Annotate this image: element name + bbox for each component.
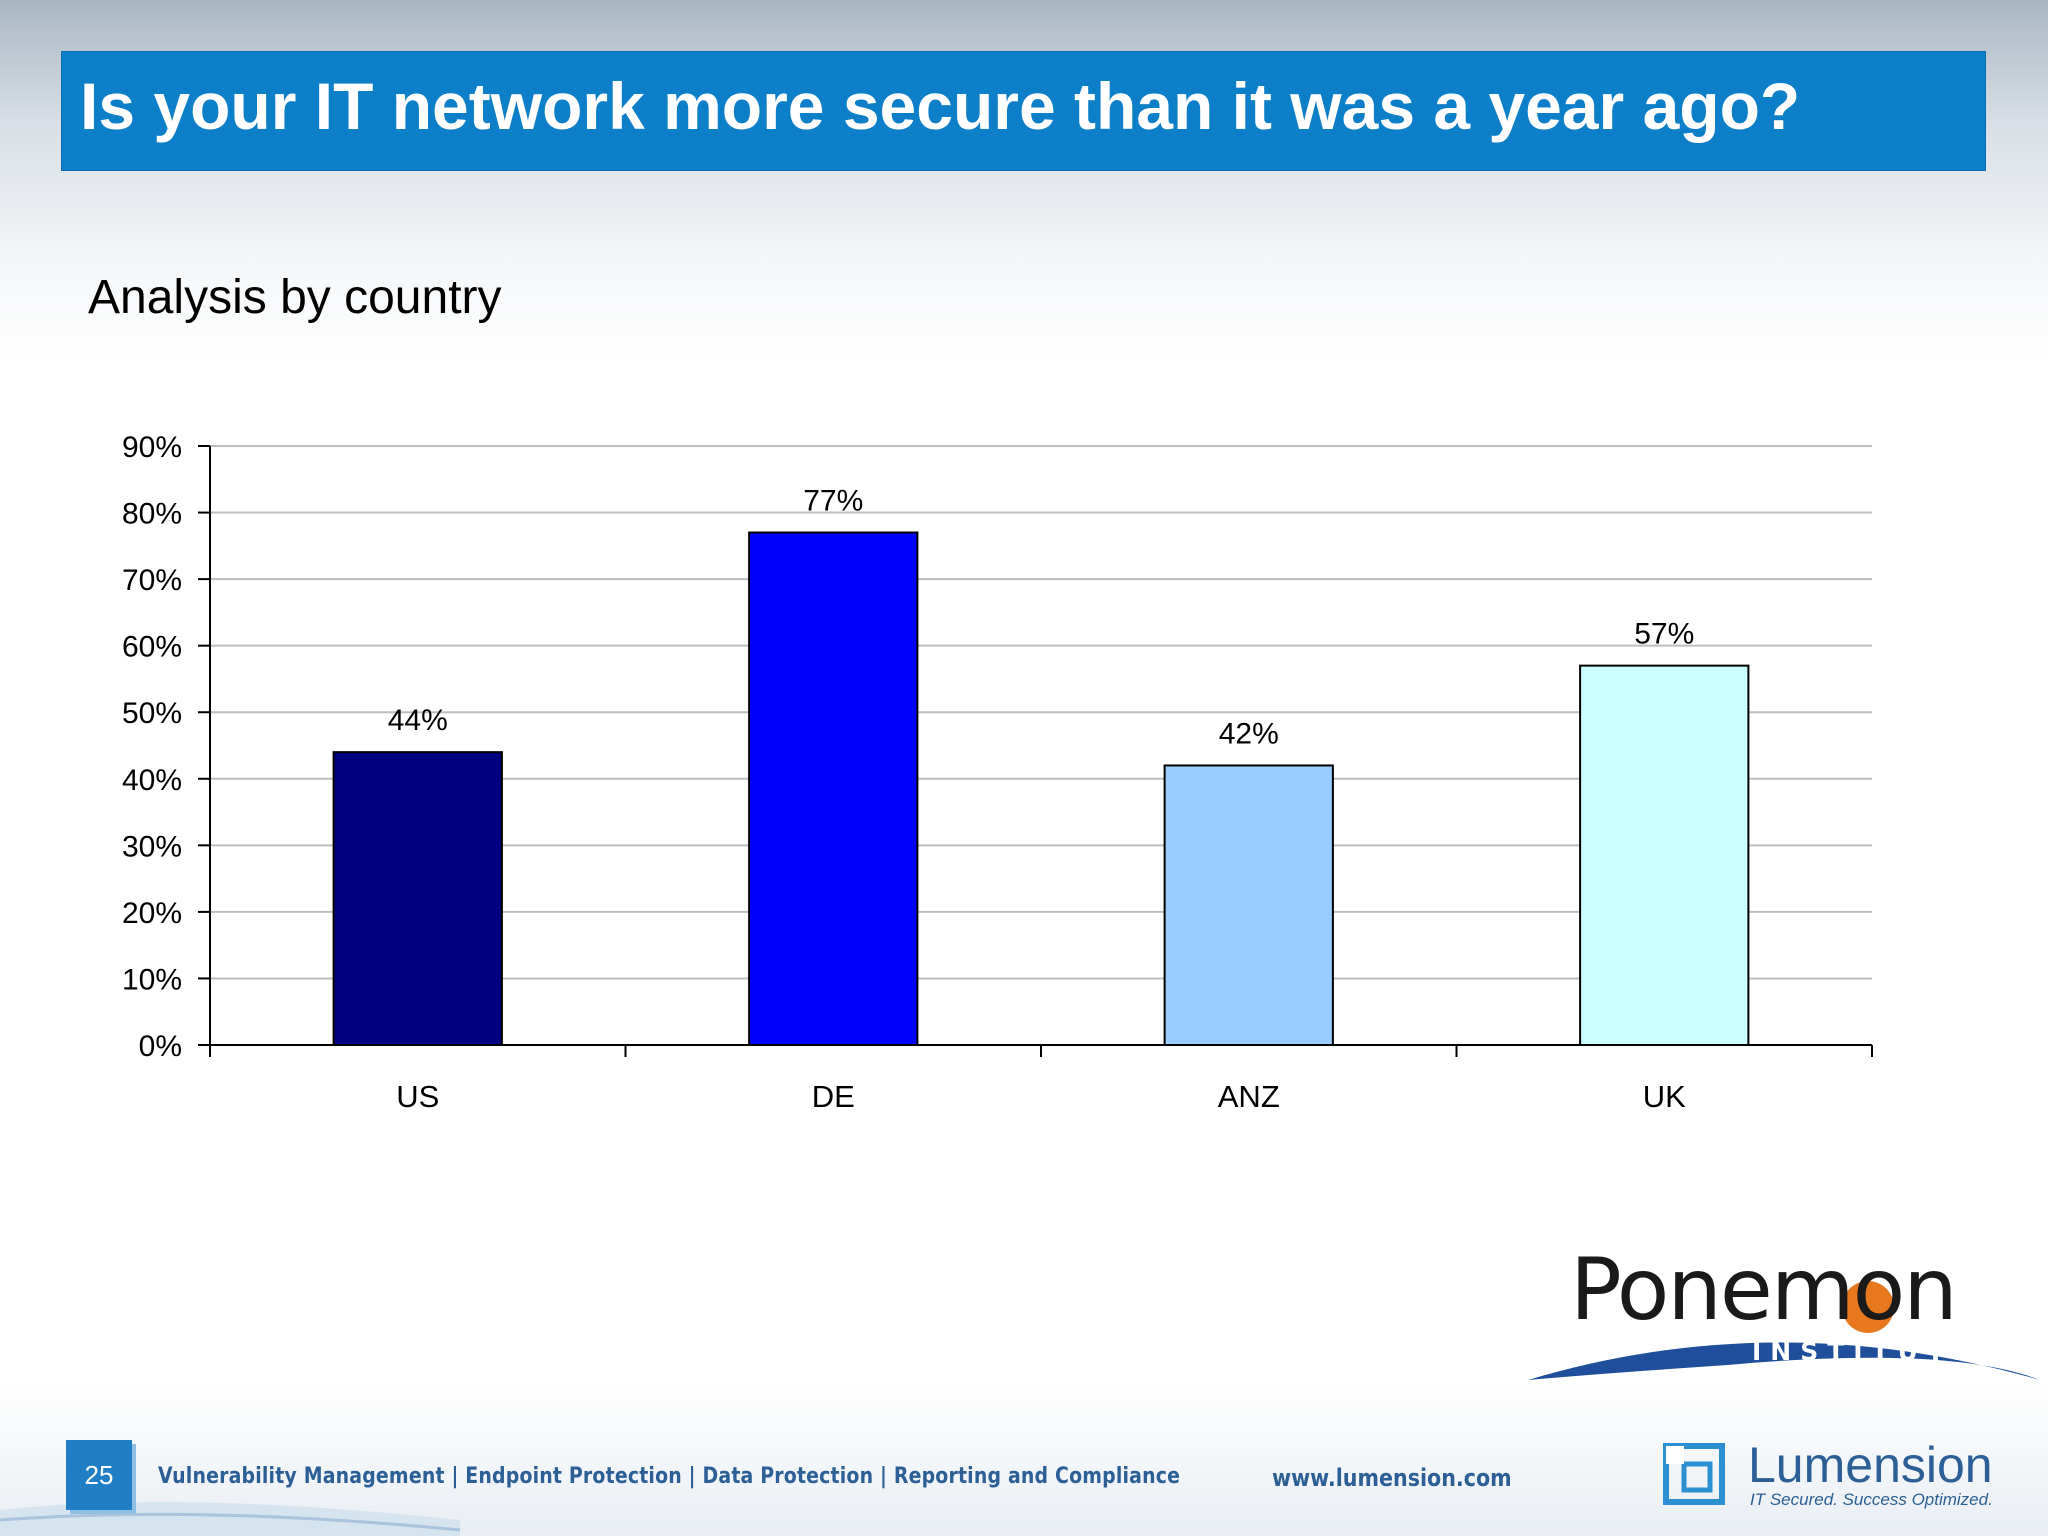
ponemon-institute: INSTITUTE xyxy=(1752,1337,1980,1366)
y-tick-label: 80% xyxy=(122,498,182,531)
y-tick-label: 0% xyxy=(139,1030,182,1063)
ponemon-swoosh xyxy=(1528,1342,2040,1380)
y-tick-label: 40% xyxy=(122,764,182,797)
bar-de xyxy=(748,531,919,1046)
ponemon-dot-icon xyxy=(1842,1281,1894,1333)
y-tick-label: 50% xyxy=(122,697,182,730)
footer-url[interactable]: www.lumension.com xyxy=(1272,1464,1512,1492)
ponemon-name: Ponemon xyxy=(1570,1240,1958,1340)
y-tick-label: 30% xyxy=(122,830,182,863)
lumension-tagline: IT Secured. Success Optimized. xyxy=(1750,1490,1993,1509)
page-number: 25 xyxy=(66,1440,132,1510)
y-tick-label: 60% xyxy=(122,631,182,664)
data-label: 44% xyxy=(388,704,448,737)
bar-chart: 0% 10% 20% 30% 40% 50% 60% 70% 80% 90% 44% US 77% DE 4… xyxy=(122,431,1873,1114)
y-tick-label: 90% xyxy=(122,431,182,464)
bar-us xyxy=(332,751,503,1047)
lumension-icon xyxy=(1663,1443,1725,1505)
x-tick-label: UK xyxy=(1643,1079,1686,1114)
footer-tagline: Vulnerability Management | Endpoint Prot… xyxy=(158,1464,1181,1489)
x-tick-label: ANZ xyxy=(1218,1079,1280,1114)
y-tick-label: 10% xyxy=(122,963,182,996)
x-tick-label: US xyxy=(396,1079,439,1114)
bar-anz xyxy=(1163,764,1334,1046)
footer-swoosh xyxy=(0,1502,460,1536)
data-label: 57% xyxy=(1634,618,1694,651)
data-label: 42% xyxy=(1219,717,1279,750)
title-bar: Is your IT network more secure than it w… xyxy=(61,51,1986,171)
lumension-name: Lumension xyxy=(1748,1437,1993,1493)
y-tick-label: 20% xyxy=(122,897,182,930)
y-tick-label: 70% xyxy=(122,564,182,597)
ponemon-logo xyxy=(1528,1281,2040,1380)
data-label: 77% xyxy=(803,485,863,518)
slide-title: Is your IT network more secure than it w… xyxy=(80,69,1801,143)
chart-subtitle: Analysis by country xyxy=(88,271,502,324)
x-tick-label: DE xyxy=(812,1079,855,1114)
bar-uk xyxy=(1579,664,1750,1047)
